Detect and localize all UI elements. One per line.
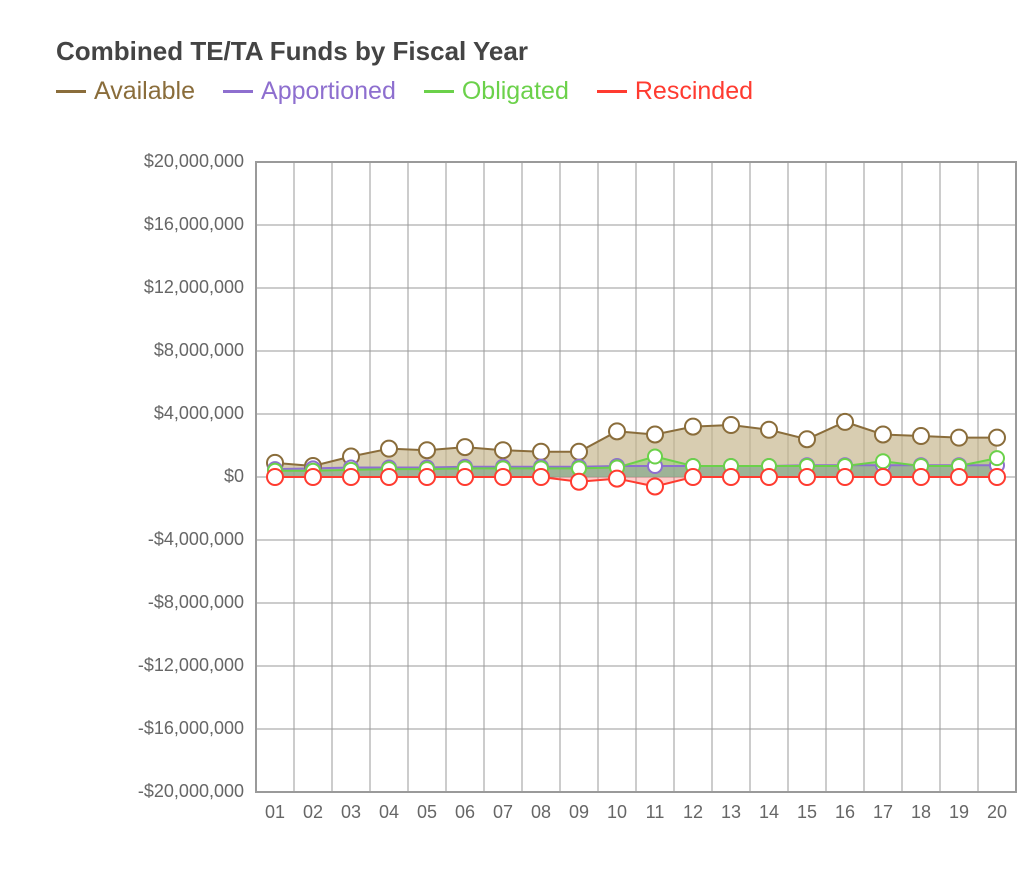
marker-rescinded — [799, 469, 815, 485]
svg-text:05: 05 — [417, 802, 437, 822]
svg-text:01: 01 — [265, 802, 285, 822]
marker-available — [761, 422, 777, 438]
svg-text:12: 12 — [683, 802, 703, 822]
svg-text:$20,000,000: $20,000,000 — [144, 151, 244, 171]
svg-text:13: 13 — [721, 802, 741, 822]
marker-available — [533, 444, 549, 460]
chart-container: $20,000,000 $16,000,000 $12,000,000 $8,000,… — [56, 134, 984, 854]
marker-rescinded — [685, 469, 701, 485]
marker-rescinded — [723, 469, 739, 485]
marker-rescinded — [989, 469, 1005, 485]
svg-text:$0: $0 — [224, 466, 244, 486]
marker-rescinded — [457, 469, 473, 485]
y-axis: $20,000,000 $16,000,000 $12,000,000 $8,000,… — [138, 151, 244, 801]
marker-available — [799, 431, 815, 447]
marker-obligated — [876, 454, 890, 468]
marker-available — [495, 442, 511, 458]
svg-text:03: 03 — [341, 802, 361, 822]
legend-item-available: Available — [56, 77, 195, 106]
legend-swatch-icon — [223, 90, 253, 93]
marker-rescinded — [951, 469, 967, 485]
marker-available — [837, 414, 853, 430]
marker-available — [571, 444, 587, 460]
marker-available — [685, 419, 701, 435]
marker-available — [647, 426, 663, 442]
svg-text:-$16,000,000: -$16,000,000 — [138, 718, 244, 738]
legend-label: Apportioned — [261, 77, 396, 106]
svg-text:09: 09 — [569, 802, 589, 822]
svg-text:$12,000,000: $12,000,000 — [144, 277, 244, 297]
legend: Available Apportioned Obligated Rescinded — [56, 77, 984, 106]
marker-rescinded — [647, 478, 663, 494]
svg-text:17: 17 — [873, 802, 893, 822]
svg-text:15: 15 — [797, 802, 817, 822]
svg-text:$8,000,000: $8,000,000 — [154, 340, 244, 360]
x-axis: 01 02 03 04 05 06 07 08 09 10 11 12 13 14 15 16 17 18 19 20 — [265, 802, 1007, 822]
svg-text:-$4,000,000: -$4,000,000 — [148, 529, 244, 549]
legend-label: Rescinded — [635, 77, 753, 106]
svg-text:19: 19 — [949, 802, 969, 822]
legend-item-obligated: Obligated — [424, 77, 569, 106]
marker-rescinded — [571, 474, 587, 490]
marker-rescinded — [419, 469, 435, 485]
svg-text:20: 20 — [987, 802, 1007, 822]
marker-available — [913, 428, 929, 444]
svg-text:11: 11 — [646, 802, 665, 822]
svg-text:-$20,000,000: -$20,000,000 — [138, 781, 244, 801]
legend-item-rescinded: Rescinded — [597, 77, 753, 106]
svg-text:-$8,000,000: -$8,000,000 — [148, 592, 244, 612]
svg-text:10: 10 — [607, 802, 627, 822]
svg-text:06: 06 — [455, 802, 475, 822]
marker-rescinded — [875, 469, 891, 485]
marker-available — [951, 430, 967, 446]
svg-text:18: 18 — [911, 802, 931, 822]
marker-rescinded — [267, 469, 283, 485]
marker-available — [723, 417, 739, 433]
marker-available — [989, 430, 1005, 446]
svg-text:$4,000,000: $4,000,000 — [154, 403, 244, 423]
marker-available — [419, 442, 435, 458]
legend-swatch-icon — [56, 90, 86, 93]
chart-svg: $20,000,000 $16,000,000 $12,000,000 $8,000,… — [56, 134, 1024, 854]
marker-available — [381, 441, 397, 457]
marker-rescinded — [495, 469, 511, 485]
svg-text:08: 08 — [531, 802, 551, 822]
marker-rescinded — [837, 469, 853, 485]
marker-rescinded — [533, 469, 549, 485]
marker-obligated — [648, 450, 662, 464]
marker-available — [875, 426, 891, 442]
legend-label: Available — [94, 77, 195, 106]
legend-item-apportioned: Apportioned — [223, 77, 396, 106]
svg-text:07: 07 — [493, 802, 513, 822]
svg-text:02: 02 — [303, 802, 323, 822]
svg-text:$16,000,000: $16,000,000 — [144, 214, 244, 234]
page-root: Combined TE/TA Funds by Fiscal Year Avai… — [0, 0, 1024, 876]
chart-title: Combined TE/TA Funds by Fiscal Year — [56, 36, 984, 67]
marker-rescinded — [343, 469, 359, 485]
marker-rescinded — [913, 469, 929, 485]
marker-rescinded — [305, 469, 321, 485]
marker-rescinded — [381, 469, 397, 485]
legend-label: Obligated — [462, 77, 569, 106]
legend-swatch-icon — [597, 90, 627, 93]
svg-text:04: 04 — [379, 802, 399, 822]
marker-available — [609, 423, 625, 439]
marker-obligated — [990, 451, 1004, 465]
legend-swatch-icon — [424, 90, 454, 93]
marker-available — [457, 439, 473, 455]
marker-rescinded — [609, 471, 625, 487]
marker-rescinded — [761, 469, 777, 485]
svg-text:-$12,000,000: -$12,000,000 — [138, 655, 244, 675]
svg-text:14: 14 — [759, 802, 779, 822]
svg-text:16: 16 — [835, 802, 855, 822]
